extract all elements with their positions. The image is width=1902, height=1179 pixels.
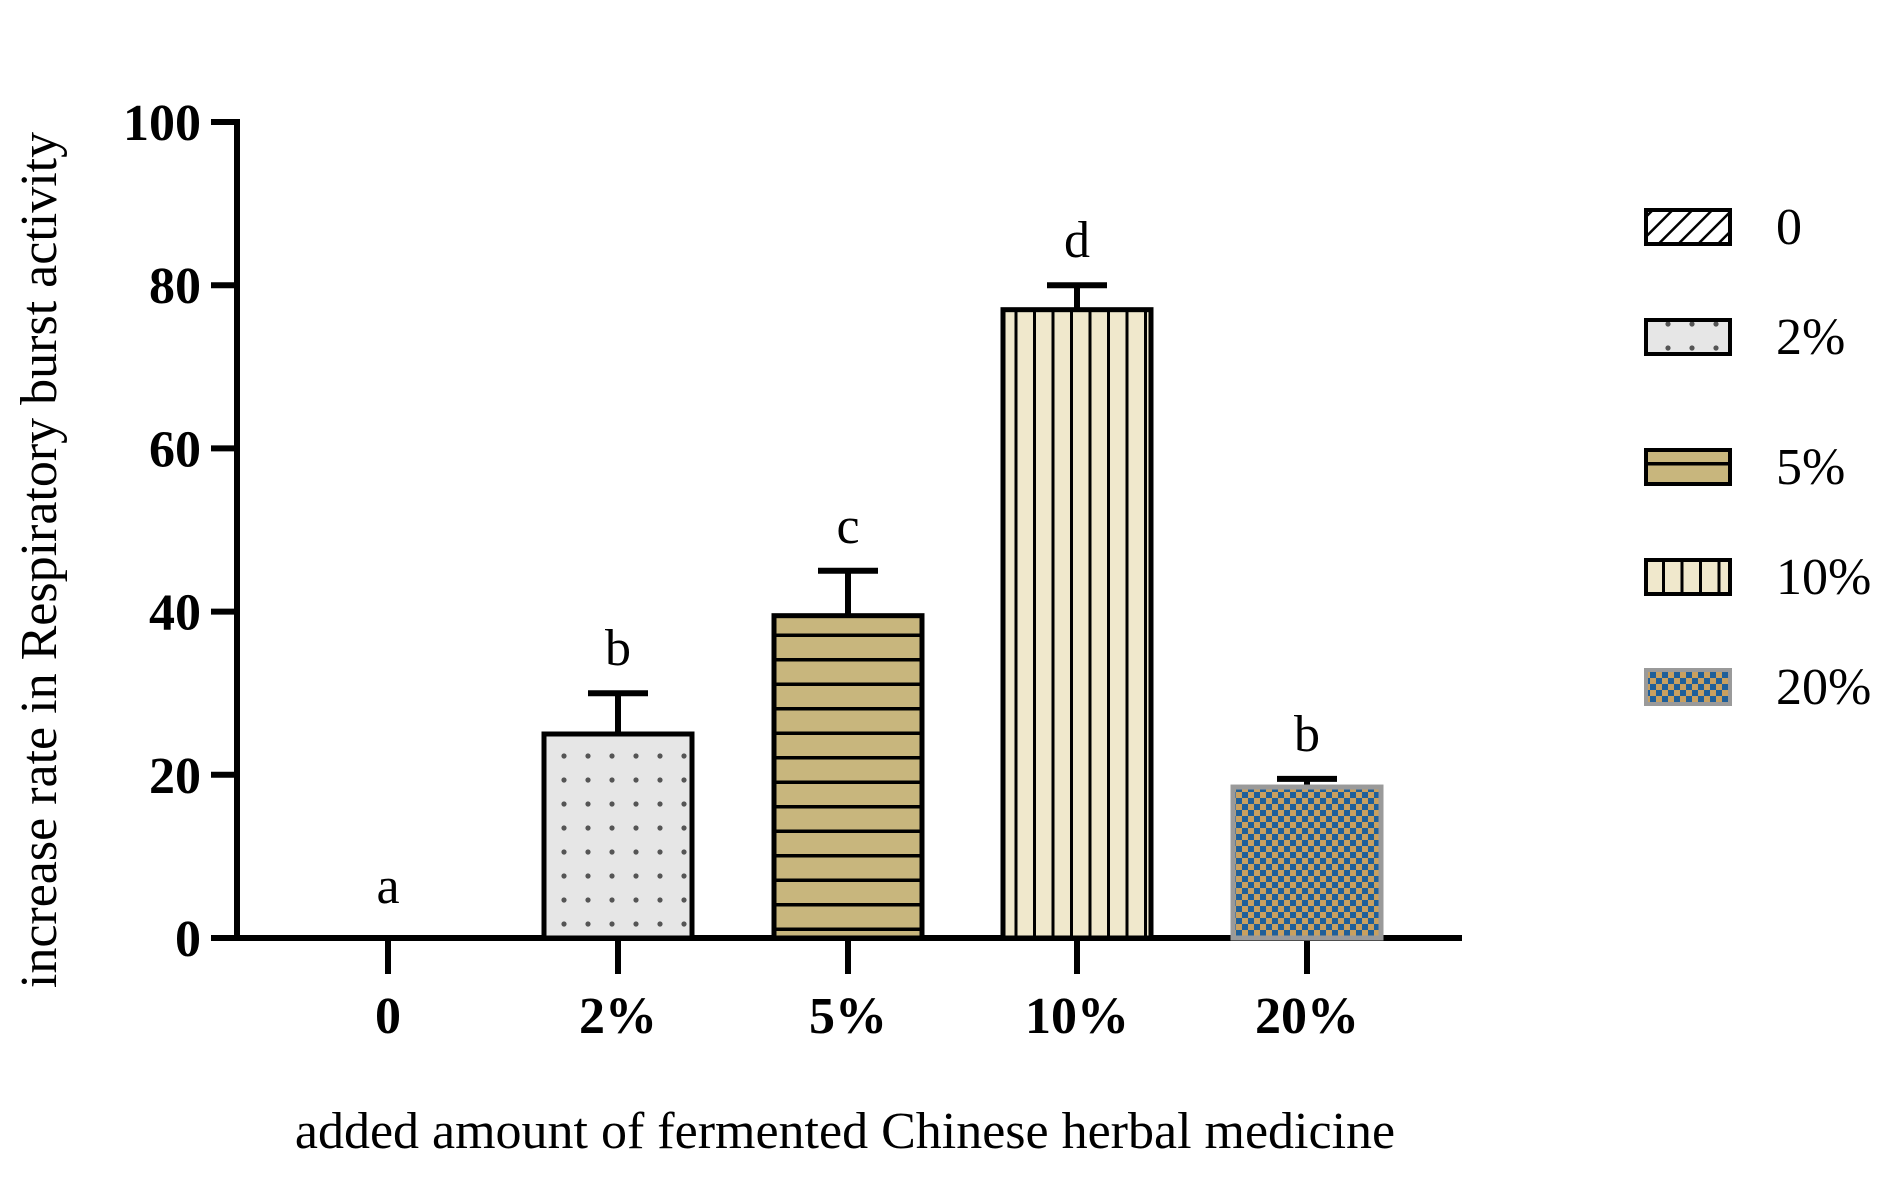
significance-label: b	[605, 620, 631, 677]
axes: 0 20 40 60 80 100 0 2% 5% 10% 20%	[123, 95, 1462, 1045]
x-tick-label: 2%	[579, 988, 657, 1045]
legend-label: 5%	[1776, 439, 1845, 496]
bar	[771, 613, 925, 941]
y-tick-label: 100	[123, 95, 201, 152]
x-tick-label: 20%	[1255, 988, 1359, 1045]
significance-label: b	[1294, 706, 1320, 763]
legend-label: 0	[1776, 199, 1802, 256]
y-tick-label: 40	[149, 585, 201, 642]
legend-label: 20%	[1776, 659, 1871, 716]
significance-label: a	[376, 858, 399, 915]
bar	[541, 731, 695, 941]
y-tick-label: 60	[149, 421, 201, 478]
significance-label: d	[1064, 212, 1090, 269]
bars: a b c d b	[376, 212, 1384, 941]
legend-label: 2%	[1776, 309, 1845, 366]
bar	[1230, 784, 1384, 941]
y-tick-label: 20	[149, 748, 201, 805]
x-tick-label: 10%	[1025, 988, 1129, 1045]
legend-swatch	[1644, 668, 1732, 706]
y-tick-label: 0	[175, 911, 201, 968]
legend-swatch	[1644, 448, 1732, 486]
legend-swatch	[1644, 318, 1732, 356]
x-tick-label: 0	[375, 988, 401, 1045]
y-tick-label: 80	[149, 258, 201, 315]
legend-label: 10%	[1776, 549, 1871, 606]
x-tick-label: 5%	[809, 988, 887, 1045]
legend-swatch	[1644, 208, 1732, 246]
y-axis-title: increase rate in Respiratory burst activ…	[11, 132, 68, 988]
bar	[1000, 307, 1154, 941]
x-axis-title: added amount of fermented Chinese herbal…	[295, 1103, 1395, 1160]
significance-label: c	[836, 498, 859, 555]
legend: 0 2% 5% 10% 20%	[1644, 199, 1871, 716]
legend-swatch	[1644, 558, 1732, 596]
